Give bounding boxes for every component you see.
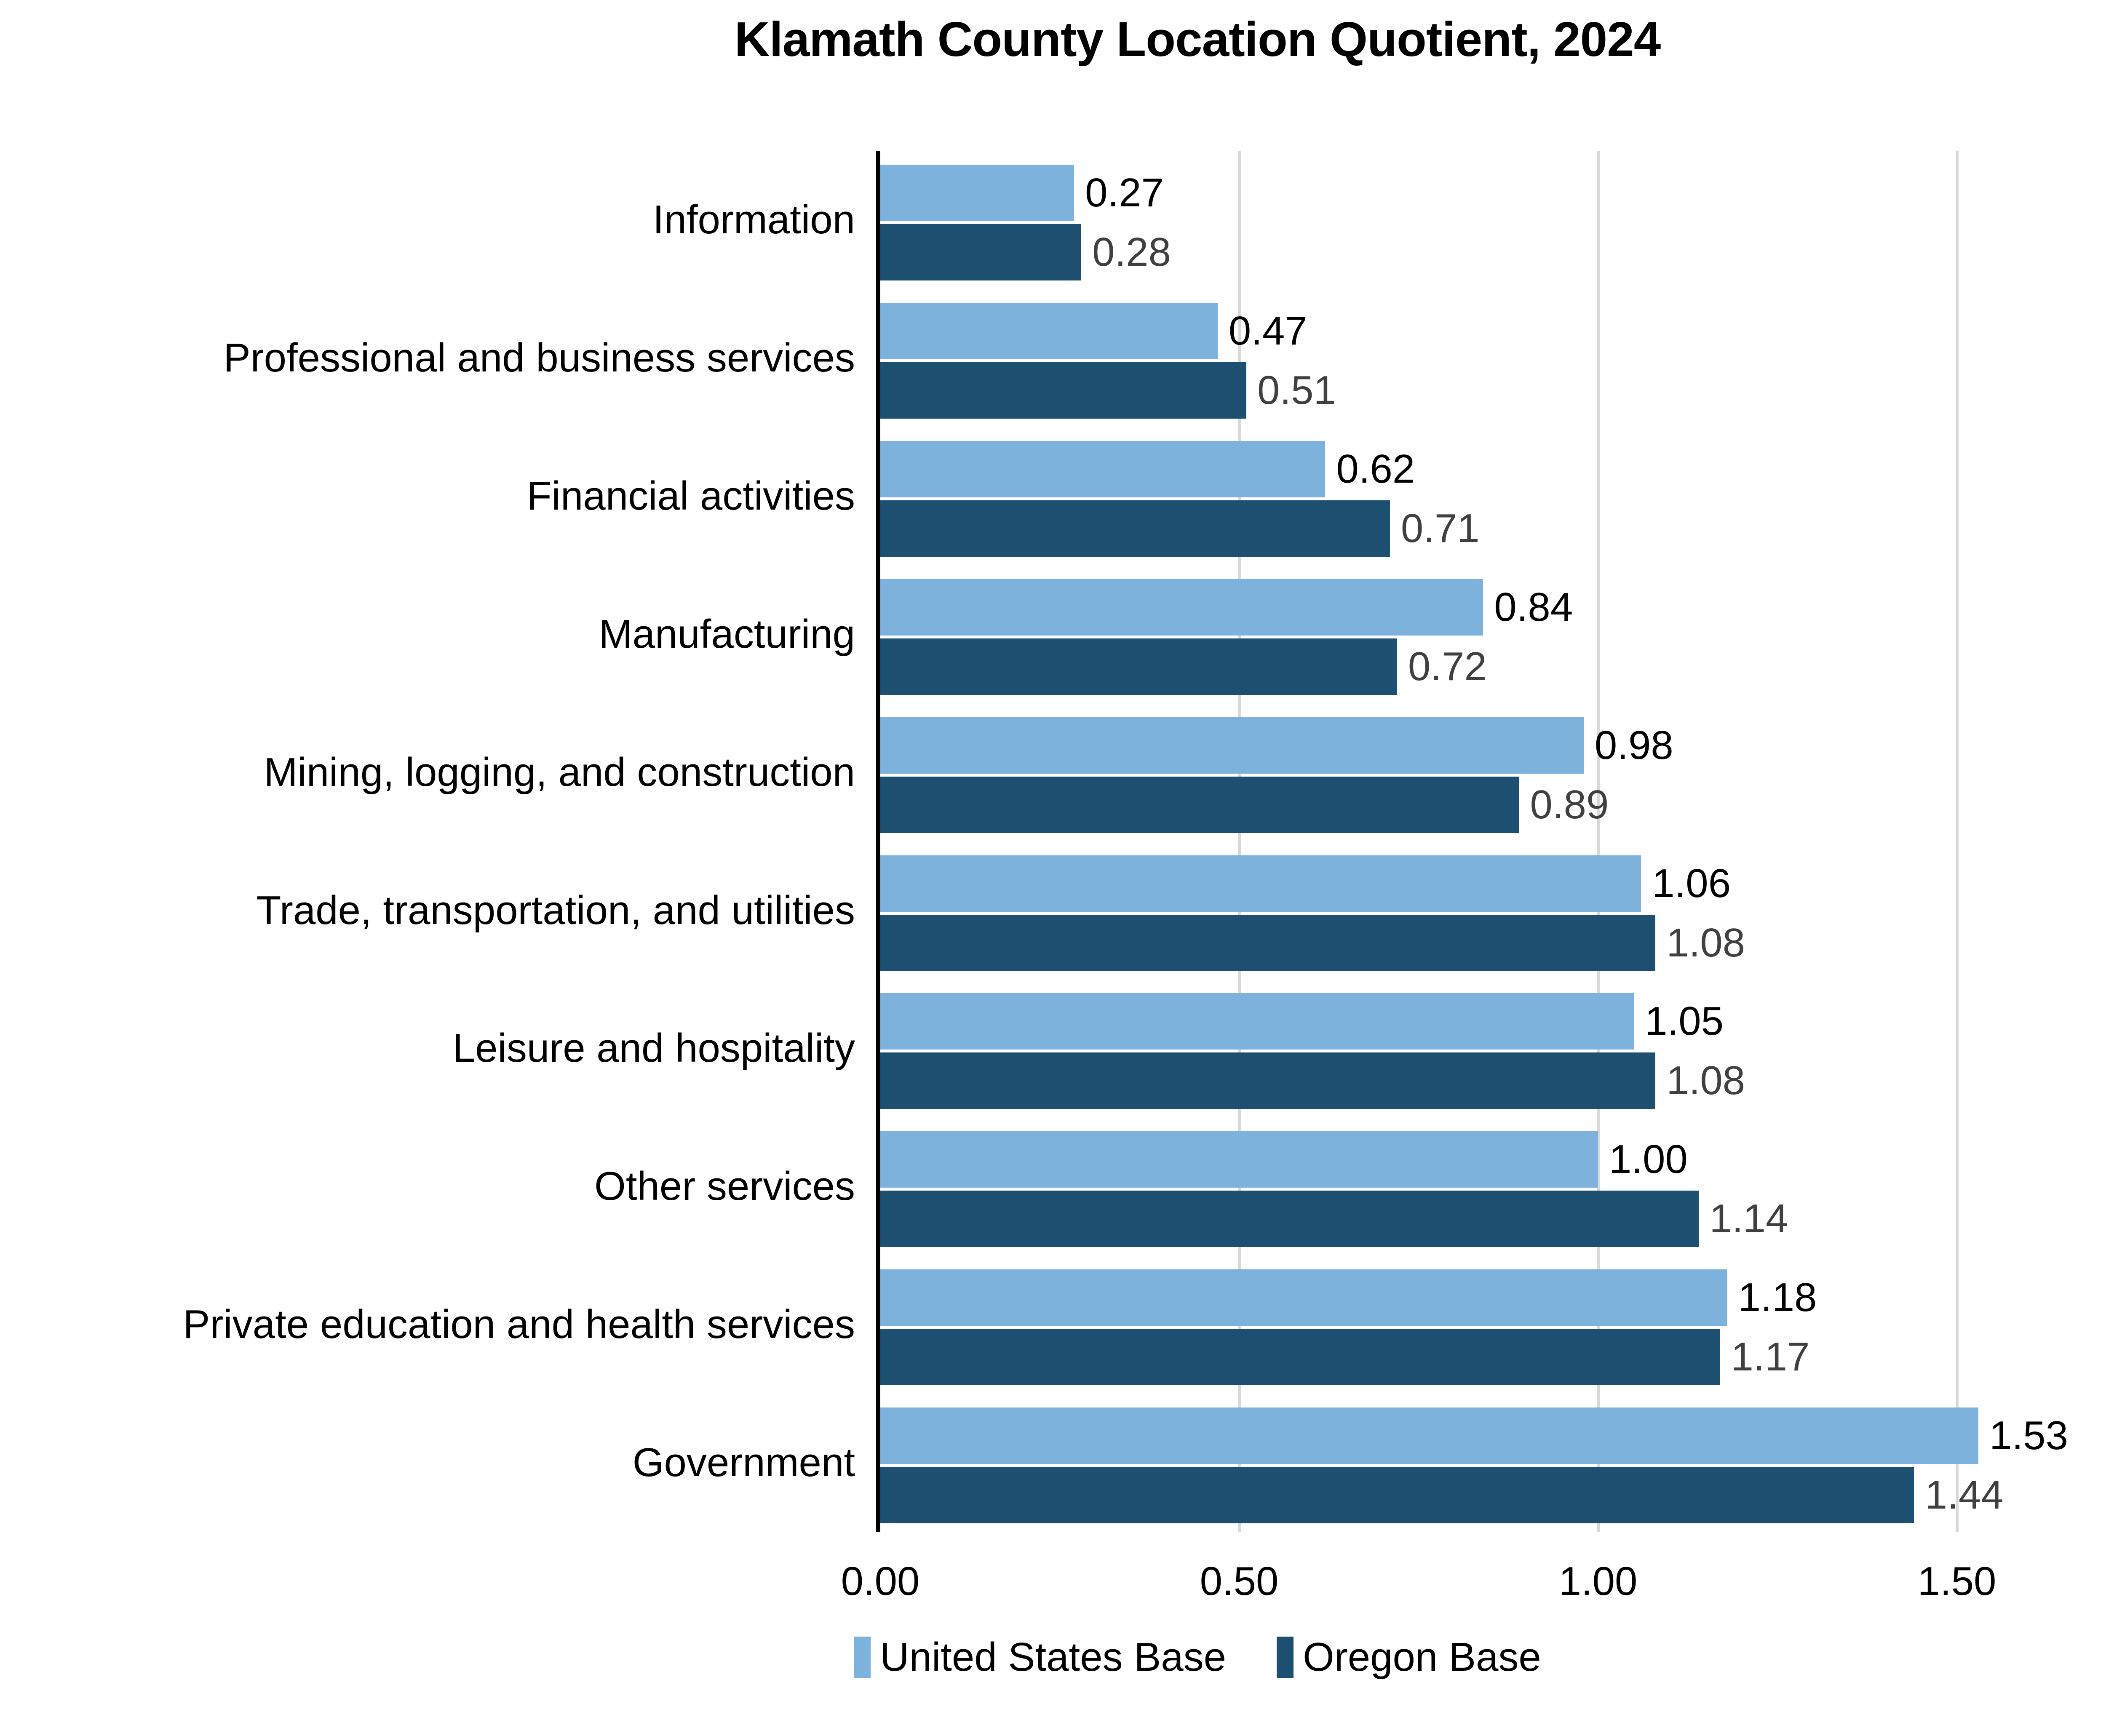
bar-united-states-base: 1.53	[880, 1407, 2068, 1464]
category-axis-label: Other services	[594, 1164, 855, 1209]
bar-value-label: 0.72	[1408, 644, 1487, 689]
bar-oregon-base: 0.71	[880, 500, 1480, 557]
legend-swatch-icon	[1277, 1637, 1294, 1678]
category-row: Financial activities 0.62 0.71	[527, 427, 2106, 565]
bar-oregon-base: 0.72	[880, 638, 1487, 695]
bar-united-states-base: 1.06	[880, 855, 1731, 912]
category-axis-label: Trade, transportation, and utilities	[256, 887, 855, 933]
legend-swatch-icon	[854, 1637, 871, 1678]
category-axis-label: Mining, logging, and construction	[264, 749, 855, 795]
bar-value-label: 1.08	[1666, 1058, 1745, 1103]
plot-area: Information 0.27 0.28 Professional and busi…	[183, 151, 2106, 1532]
x-axis-tick-label: 1.50	[1917, 1559, 1996, 1604]
bar-value-label: 0.28	[1092, 230, 1171, 275]
bar-united-states-base: 0.27	[880, 165, 1164, 221]
bar-value-label: 0.47	[1228, 308, 1307, 353]
bar-value-label: 1.14	[1709, 1196, 1788, 1242]
bar-oregon-base: 0.28	[880, 224, 1171, 280]
chart-legend: United States Base Oregon Base	[0, 1634, 2106, 1680]
bar-united-states-base: 0.62	[880, 441, 1415, 497]
bar-united-states-base: 1.05	[880, 993, 1724, 1050]
bar-value-label: 1.18	[1738, 1275, 1817, 1320]
bar-united-states-base: 0.98	[880, 717, 1673, 774]
category-axis-label: Information	[652, 197, 855, 242]
bar-value-label: 0.51	[1257, 367, 1336, 413]
bar-value-label: 1.53	[1989, 1413, 2068, 1458]
x-axis-tick-label: 1.00	[1558, 1559, 1638, 1604]
bar-oregon-base: 1.17	[880, 1329, 1810, 1386]
bar-value-label: 0.89	[1530, 782, 1609, 827]
bar-value-label: 1.06	[1652, 860, 1731, 906]
category-axis-label: Professional and business services	[223, 335, 855, 380]
legend-item-united-states-base[interactable]: United States Base	[854, 1634, 1226, 1680]
x-axis-tick-label: 0.00	[841, 1559, 920, 1604]
bar-value-label: 0.62	[1336, 446, 1415, 491]
gridline	[1238, 151, 1241, 1532]
category-axis-label: Leisure and hospitality	[452, 1026, 855, 1071]
category-axis-label: Financial activities	[527, 473, 855, 518]
category-row: Trade, transportation, and utilities 1.06…	[257, 841, 2106, 980]
bar-value-label: 1.08	[1666, 920, 1745, 965]
category-row: Private education and health services 1.1…	[183, 1255, 2106, 1394]
bar-united-states-base: 0.84	[880, 579, 1573, 636]
gridline	[1597, 151, 1600, 1532]
category-row: Manufacturing 0.84 0.72	[599, 565, 2106, 703]
bar-united-states-base: 1.00	[880, 1131, 1688, 1188]
bar-oregon-base: 1.08	[880, 914, 1745, 971]
x-axis-tick-label: 0.50	[1200, 1559, 1279, 1604]
category-axis-label: Government	[632, 1440, 855, 1485]
bar-value-label: 0.27	[1085, 170, 1164, 215]
page-title: Klamath County Location Quotient, 2024	[734, 12, 1661, 67]
bar-oregon-base: 1.08	[880, 1052, 1745, 1109]
legend-item-oregon-base[interactable]: Oregon Base	[1277, 1634, 1541, 1680]
bar-value-label: 1.05	[1645, 999, 1724, 1044]
bar-value-label: 0.98	[1594, 722, 1673, 768]
category-row: Mining, logging, and construction 0.98 0.8…	[264, 703, 2106, 841]
y-axis-line	[876, 151, 880, 1532]
legend-label: Oregon Base	[1303, 1635, 1541, 1680]
category-row: Information 0.27 0.28	[653, 151, 2106, 289]
category-row: Professional and business services 0.47 0.…	[224, 289, 2106, 427]
bar-value-label: 1.17	[1731, 1334, 1810, 1380]
bar-united-states-base: 1.18	[880, 1269, 1817, 1326]
gridline	[1956, 151, 1959, 1532]
category-row: Government 1.53 1.44	[633, 1394, 2106, 1532]
bar-oregon-base: 1.44	[880, 1467, 2004, 1524]
category-axis-label: Manufacturing	[599, 611, 855, 657]
bar-oregon-base: 0.51	[880, 362, 1336, 419]
bar-value-label: 0.71	[1400, 505, 1480, 551]
category-axis-label: Private education and health services	[183, 1302, 855, 1347]
category-row: Leisure and hospitality 1.05 1.08	[453, 979, 2106, 1117]
bar-value-label: 0.84	[1494, 584, 1573, 630]
bar-oregon-base: 0.89	[880, 776, 1609, 833]
bar-oregon-base: 1.14	[880, 1191, 1788, 1247]
bar-united-states-base: 0.47	[880, 302, 1307, 359]
legend-label: United States Base	[880, 1635, 1227, 1680]
bar-value-label: 1.00	[1609, 1137, 1688, 1182]
bar-value-label: 1.44	[1924, 1472, 2004, 1518]
category-row: Other services 1.00 1.14	[594, 1117, 2106, 1255]
